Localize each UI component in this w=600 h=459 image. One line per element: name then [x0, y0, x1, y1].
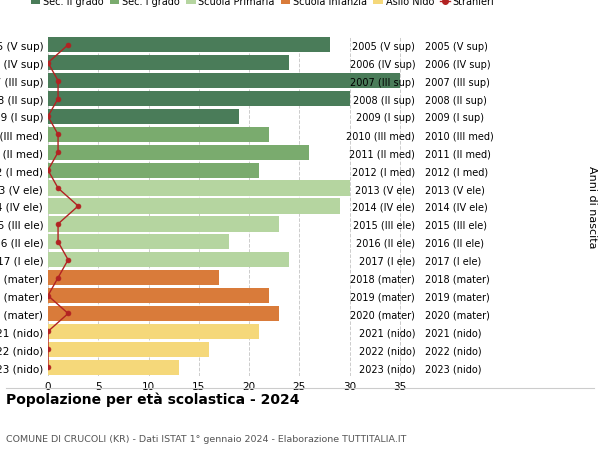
- Bar: [48, 38, 329, 53]
- Text: Popolazione per età scolastica - 2024: Popolazione per età scolastica - 2024: [6, 392, 299, 406]
- Bar: [48, 342, 209, 357]
- Bar: [48, 288, 269, 303]
- Bar: [48, 324, 259, 339]
- Bar: [48, 146, 310, 161]
- Bar: [48, 181, 350, 196]
- Bar: [48, 270, 219, 285]
- Bar: [48, 92, 350, 107]
- Bar: [48, 360, 179, 375]
- Bar: [48, 217, 279, 232]
- Legend: Sec. II grado, Sec. I grado, Scuola Primaria, Scuola Infanzia, Asilo Nido, Stran: Sec. II grado, Sec. I grado, Scuola Prim…: [31, 0, 494, 7]
- Bar: [48, 128, 269, 143]
- Bar: [48, 74, 400, 89]
- Bar: [48, 252, 289, 268]
- Text: COMUNE DI CRUCOLI (KR) - Dati ISTAT 1° gennaio 2024 - Elaborazione TUTTITALIA.IT: COMUNE DI CRUCOLI (KR) - Dati ISTAT 1° g…: [6, 434, 406, 443]
- Bar: [48, 163, 259, 179]
- Bar: [48, 306, 279, 321]
- Bar: [48, 199, 340, 214]
- Bar: [48, 56, 289, 71]
- Bar: [48, 235, 229, 250]
- Text: Anni di nascita: Anni di nascita: [587, 165, 597, 248]
- Bar: [48, 110, 239, 125]
